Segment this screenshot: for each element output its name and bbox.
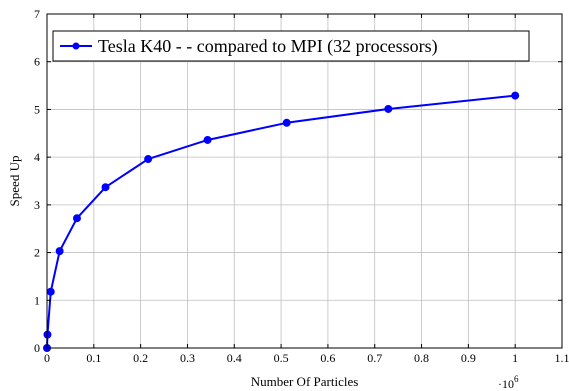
y-tick-label: 3 [34, 198, 40, 212]
series-layer [43, 91, 520, 352]
data-point [144, 155, 153, 164]
grid-lines [46, 13, 563, 349]
legend-entry-label: Tesla K40 - - compared to MPI (32 proces… [98, 36, 438, 57]
y-tick-label: 0 [34, 341, 40, 355]
x-tick-label: 0.7 [367, 351, 382, 365]
y-axis-label: Speed Up [7, 156, 22, 207]
x-tick-label: 0.6 [320, 351, 335, 365]
data-point [72, 214, 81, 223]
data-point [511, 91, 520, 100]
x-axis-multiplier-exponent: 6 [514, 374, 519, 384]
x-tick-label: 0.2 [133, 351, 148, 365]
x-tick-label: 1.1 [555, 351, 569, 365]
legend-box [52, 30, 530, 62]
legend: Tesla K40 - - compared to MPI (32 proces… [52, 30, 530, 62]
x-axis-multiplier-base: ·10 [498, 377, 514, 391]
x-tick-label: 0.3 [180, 351, 195, 365]
x-tick-label: 0.1 [86, 351, 101, 365]
x-axis-multiplier: ·106 [498, 374, 519, 391]
x-tick-label: 0 [44, 351, 50, 365]
y-tick-label: 4 [34, 150, 40, 164]
plot-frame [46, 13, 563, 349]
x-axis-label: Number Of Particles [251, 374, 359, 389]
y-tick-label: 1 [34, 293, 40, 307]
y-tick-label: 2 [34, 246, 40, 260]
axis-ticks: 0 0.1 0.2 0.3 0.4 0.5 0.6 0.7 0.8 0.9 1 1.1 0 1 2 3 4 5 6 7 [34, 7, 569, 365]
y-tick-label: 7 [34, 7, 40, 21]
x-tick-label: 1 [512, 351, 518, 365]
data-point [282, 118, 291, 127]
data-point [101, 183, 110, 192]
x-tick-label: 0.8 [414, 351, 429, 365]
y-tick-label: 5 [34, 102, 40, 116]
x-tick-label: 0.9 [461, 351, 476, 365]
x-tick-label: 0.4 [227, 351, 242, 365]
data-point [203, 135, 212, 144]
data-point [55, 247, 64, 256]
data-point [384, 104, 393, 113]
legend-marker-swatch [72, 42, 80, 50]
data-point [46, 287, 55, 296]
y-tick-label: 6 [34, 55, 40, 69]
x-tick-label: 0.5 [274, 351, 289, 365]
